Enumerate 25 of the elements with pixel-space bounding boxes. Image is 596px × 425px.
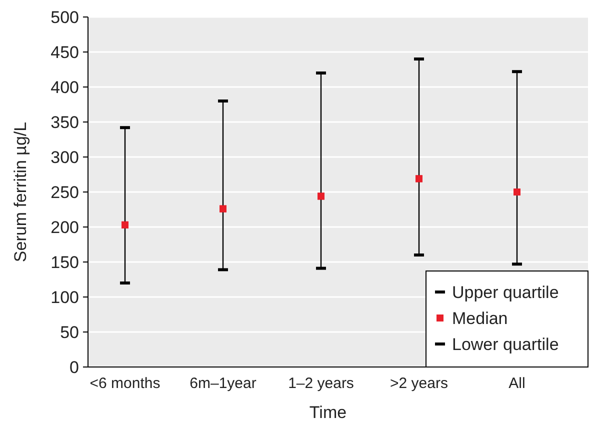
y-tick-label: 50 bbox=[60, 322, 79, 342]
y-tick-label: 100 bbox=[50, 288, 79, 307]
point bbox=[318, 192, 324, 200]
x-tick-label: All bbox=[508, 375, 526, 392]
x-tick-label: >2 years bbox=[390, 375, 448, 392]
legend-label: Lower quartile bbox=[452, 334, 559, 354]
x-tick-label: 6m–1year bbox=[190, 375, 256, 392]
y-tick-label: 150 bbox=[50, 252, 79, 272]
y-tick-label: 350 bbox=[50, 112, 79, 132]
legend-label: Upper quartile bbox=[452, 282, 559, 302]
y-tick-label: 0 bbox=[70, 358, 79, 377]
point bbox=[416, 175, 422, 182]
y-axis-title: Serum ferritin µg/L bbox=[11, 122, 30, 262]
point bbox=[220, 205, 226, 212]
y-tick-label: 400 bbox=[50, 78, 79, 97]
y-tick-label: 450 bbox=[50, 42, 79, 62]
y-tick-label: 300 bbox=[50, 148, 79, 167]
x-tick-label: 1–2 years bbox=[288, 375, 354, 392]
y-tick-label: 250 bbox=[50, 182, 79, 202]
y-tick-label: 500 bbox=[50, 8, 79, 27]
legend-label: Median bbox=[452, 308, 508, 328]
x-axis-title: Time bbox=[309, 403, 347, 422]
y-tick-label: 200 bbox=[50, 218, 79, 237]
x-tick-label: <6 months bbox=[90, 375, 160, 392]
point bbox=[122, 221, 128, 228]
